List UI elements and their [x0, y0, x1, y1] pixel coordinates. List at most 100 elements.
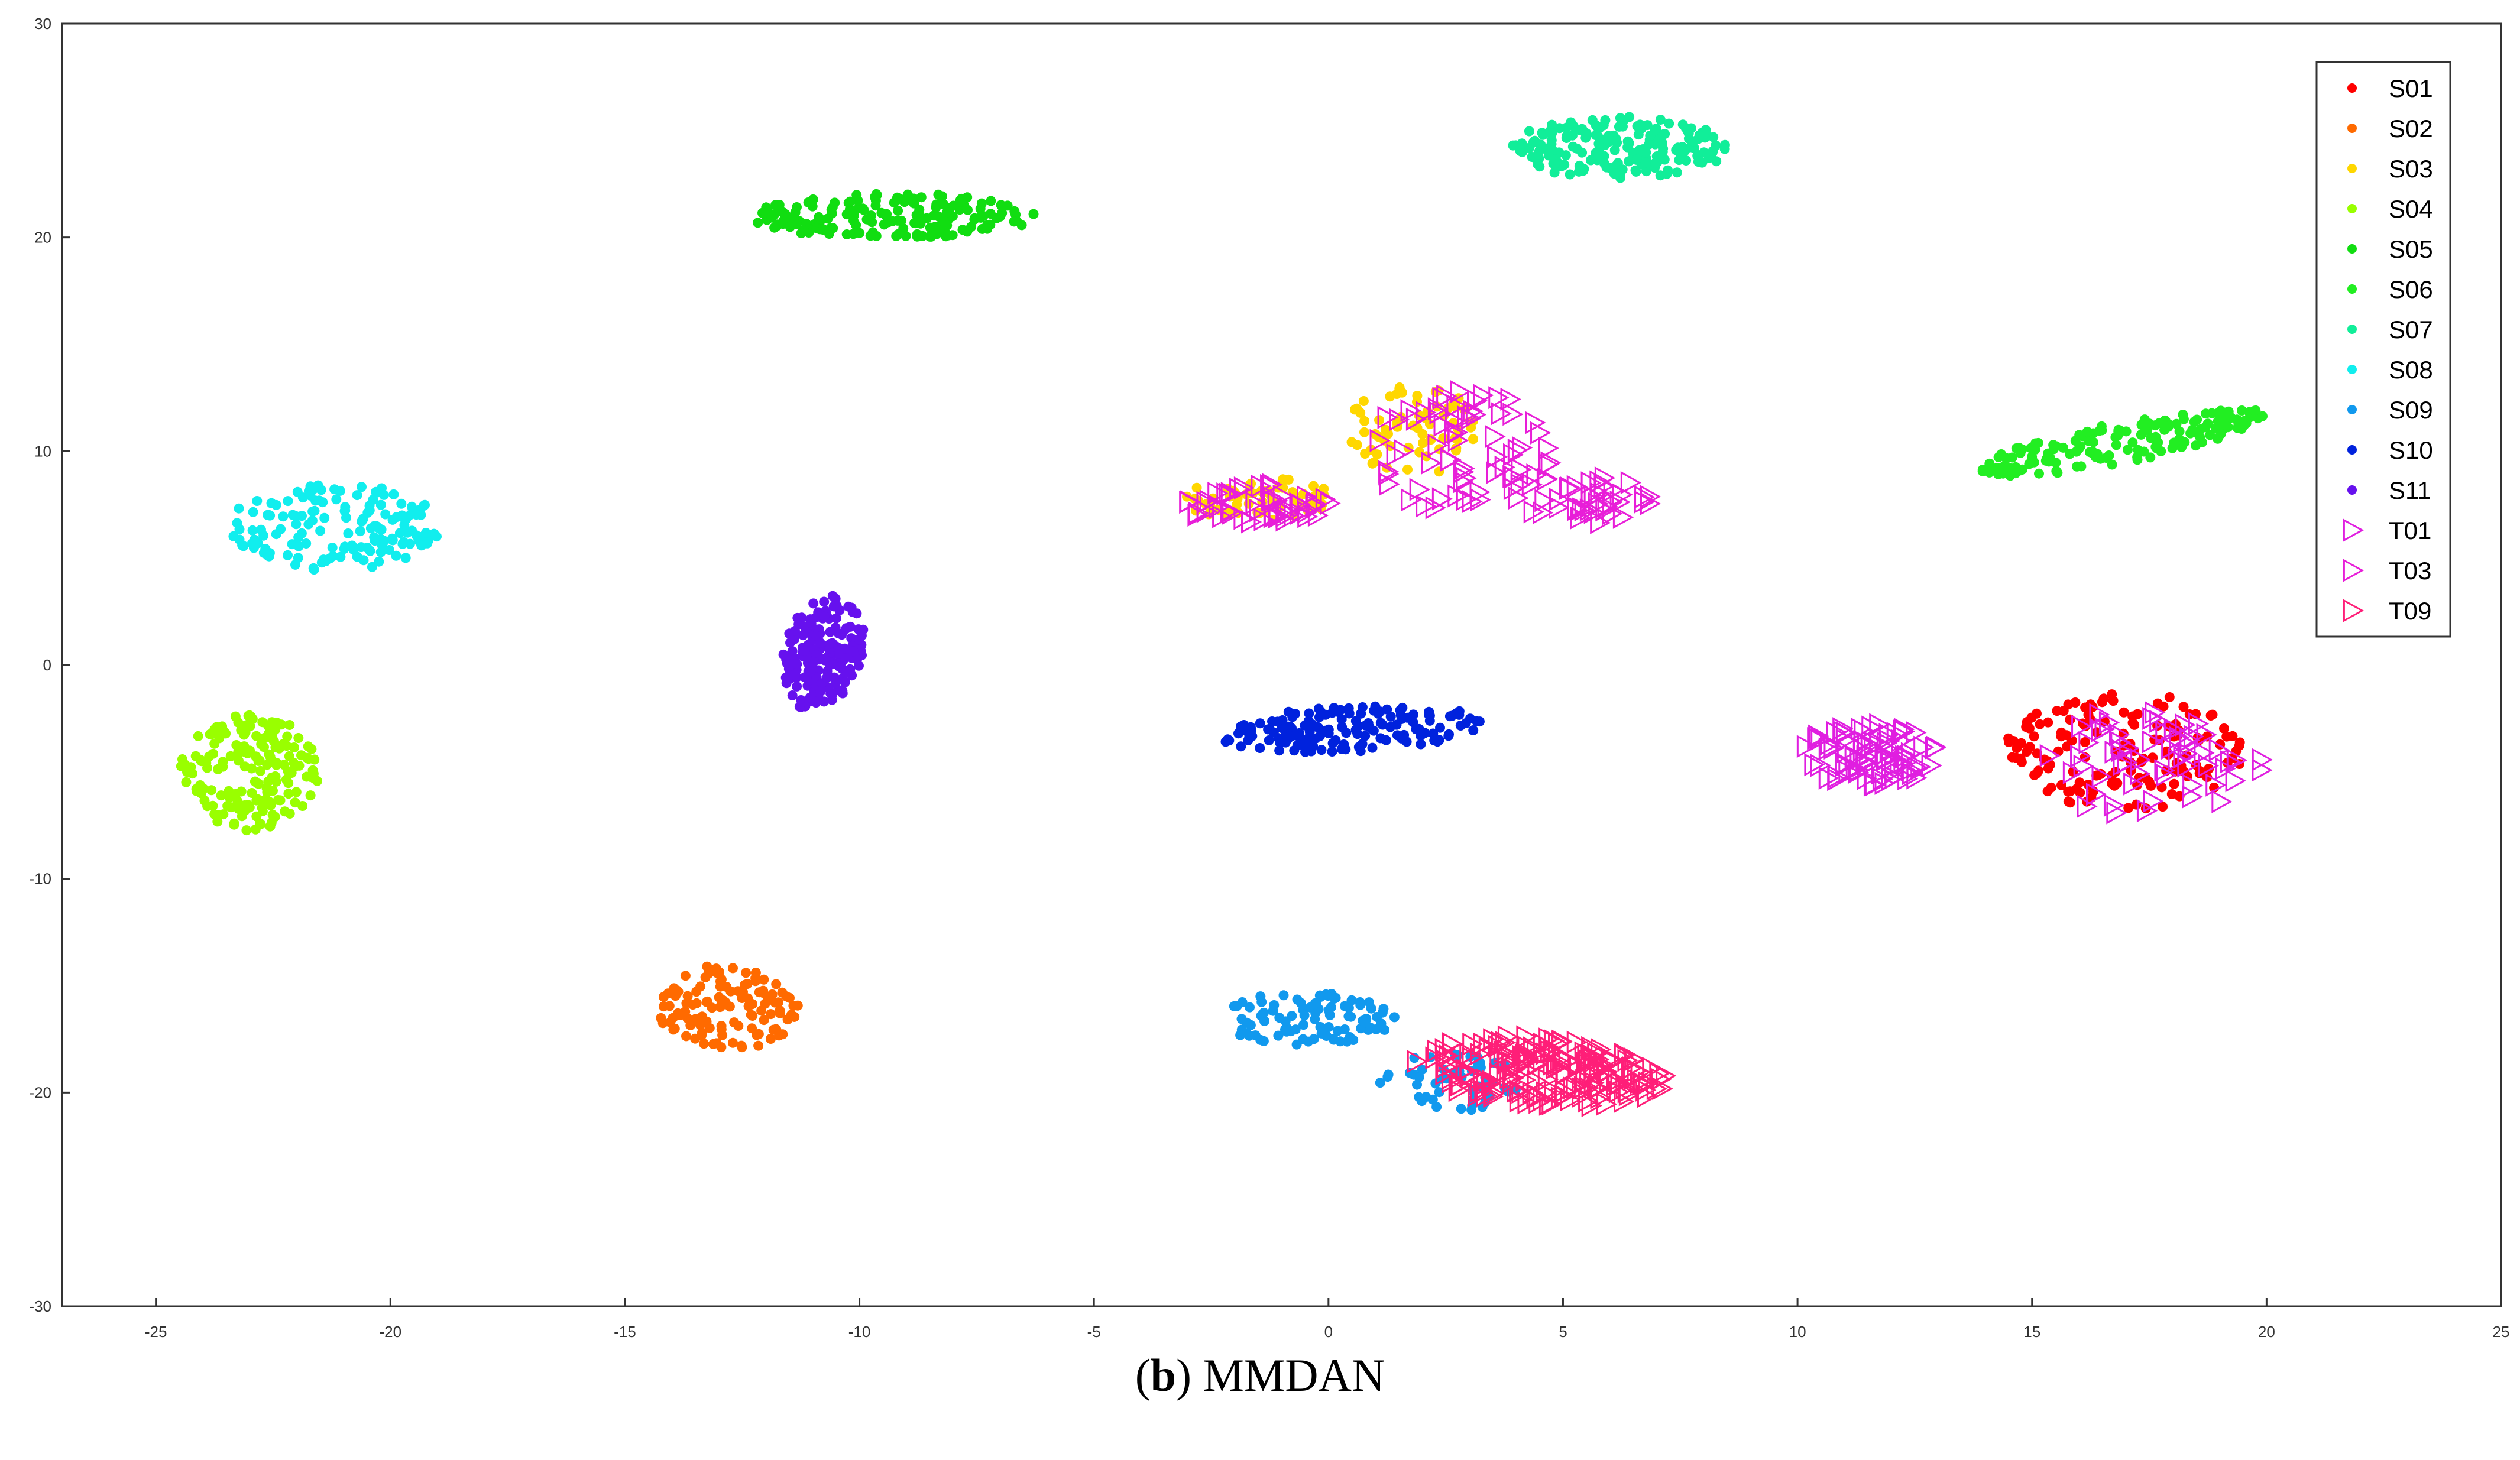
data-point-s08 [248, 507, 258, 517]
data-point-s01 [2219, 723, 2229, 734]
data-point-s07 [1630, 165, 1641, 176]
data-point-s08 [396, 498, 407, 509]
data-point-s01 [2035, 719, 2045, 729]
data-point-s05 [853, 195, 863, 206]
data-point-s10 [1337, 722, 1348, 732]
data-point-t09 [1566, 1030, 1588, 1054]
data-point-s08 [370, 521, 380, 531]
data-point-s06 [2213, 416, 2223, 427]
data-point-s06 [1977, 465, 1988, 475]
data-point-s06 [2030, 445, 2040, 455]
data-point-s05 [807, 201, 818, 212]
data-point-s10 [1455, 721, 1466, 731]
x-tick-label: -25 [145, 1323, 167, 1341]
data-point-t03 [1593, 475, 1615, 498]
data-point-s01 [2052, 706, 2062, 716]
data-point-s01 [2144, 777, 2155, 787]
data-point-s01 [2097, 697, 2107, 708]
data-point-t01 [1869, 713, 1890, 737]
data-point-t03 [1447, 484, 1469, 508]
caption-text: MMDAN [1203, 1349, 1385, 1401]
data-point-t03 [1453, 460, 1475, 484]
data-point-s07 [1677, 119, 1688, 130]
data-point-t01 [2091, 765, 2113, 789]
data-point-t03 [1447, 429, 1469, 452]
data-point-s02 [659, 1001, 669, 1012]
data-point-t03 [1602, 502, 1623, 525]
data-point-s08 [358, 555, 369, 566]
data-point-s07 [1549, 167, 1560, 178]
data-point-s10 [1465, 713, 1475, 724]
data-point-t03 [1597, 495, 1618, 518]
data-point-t01 [2205, 773, 2227, 797]
data-point-s01 [2022, 747, 2032, 757]
data-point-t01 [2145, 701, 2166, 725]
data-point-s06 [2051, 458, 2061, 468]
data-point-t09 [1608, 1080, 1630, 1104]
data-point-s09 [1298, 1020, 1308, 1030]
data-point-t01 [2252, 748, 2273, 771]
data-point-s03 [1402, 464, 1413, 475]
data-point-t01 [2104, 740, 2126, 764]
data-point-s07 [1565, 169, 1575, 180]
data-point-s11 [792, 681, 802, 692]
data-point-s02 [669, 983, 679, 994]
data-point-s02 [691, 1014, 701, 1024]
data-point-s06 [2249, 405, 2260, 416]
data-point-t01 [1808, 724, 1829, 748]
data-point-s04 [257, 806, 268, 816]
data-point-s05 [766, 212, 777, 222]
data-point-s05 [882, 209, 892, 219]
legend-label-s05: S05 [2389, 235, 2433, 263]
data-point-s07 [1631, 154, 1642, 165]
data-point-s01 [2016, 738, 2027, 748]
data-point-s07 [1593, 138, 1604, 149]
data-point-s10 [1275, 738, 1285, 748]
data-point-s05 [991, 213, 1002, 223]
data-point-s07 [1633, 129, 1644, 140]
data-point-s09 [1339, 1024, 1350, 1034]
data-point-s08 [388, 489, 399, 499]
data-point-s02 [754, 987, 765, 998]
y-tick-label: 0 [43, 656, 51, 674]
data-point-t01 [1853, 731, 1874, 754]
data-point-s09 [1256, 997, 1267, 1007]
data-point-s08 [234, 534, 245, 545]
data-point-s01 [2132, 709, 2143, 719]
data-point-t09 [1593, 1055, 1615, 1079]
data-point-s09 [1375, 1078, 1385, 1088]
data-point-s08 [335, 551, 346, 562]
x-tick-label: -15 [614, 1323, 636, 1341]
data-point-t01 [2182, 774, 2204, 797]
data-point-s11 [789, 670, 799, 680]
data-point-t01 [1857, 767, 1878, 790]
data-point-t03 [1220, 482, 1242, 505]
data-point-s08 [278, 511, 289, 522]
data-point-s06 [1993, 469, 2004, 479]
data-point-s09 [1310, 998, 1320, 1008]
data-point-s04 [263, 721, 274, 731]
data-point-s10 [1316, 745, 1327, 755]
data-point-s08 [394, 528, 405, 538]
data-point-s03 [1418, 438, 1428, 449]
y-tick-label: 10 [34, 442, 51, 460]
legend-marker-s10 [2347, 445, 2357, 455]
data-point-t03 [1486, 461, 1507, 485]
data-point-s02 [746, 1010, 756, 1020]
data-point-s11 [858, 624, 869, 635]
data-point-t03 [1590, 482, 1611, 505]
data-point-s09 [1308, 1034, 1319, 1044]
data-point-t03 [1446, 394, 1468, 418]
data-point-s07 [1528, 137, 1538, 148]
data-point-s06 [2065, 449, 2075, 459]
data-point-s07 [1533, 149, 1543, 160]
data-point-s05 [943, 230, 954, 241]
data-point-s02 [768, 1024, 779, 1035]
data-point-s09 [1235, 1030, 1246, 1040]
data-point-t09 [1656, 1064, 1677, 1088]
data-point-t03 [1222, 501, 1243, 525]
data-point-t09 [1459, 1064, 1481, 1088]
data-point-s11 [828, 601, 839, 612]
data-point-t03 [1502, 403, 1524, 426]
data-point-s04 [218, 809, 229, 820]
